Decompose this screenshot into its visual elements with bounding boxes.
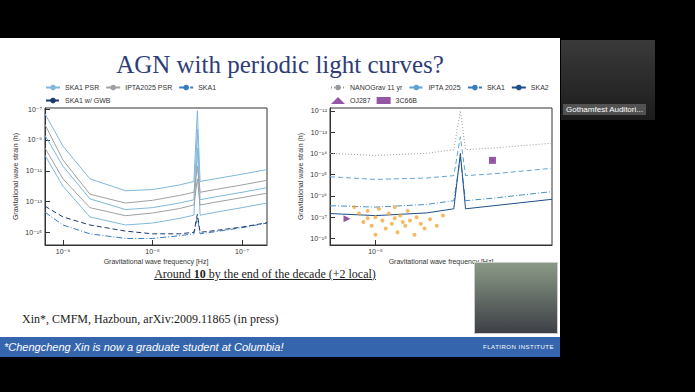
svg-text:3C66B: 3C66B	[396, 97, 418, 104]
svg-text:10⁻⁷: 10⁻⁷	[235, 248, 249, 255]
html-text:Gothamfest Auditori...: Gothamfest Auditori...	[566, 105, 643, 114]
html-text:Xin*, CMFM, Hazboun, arXiv:200: Xin*, CMFM, Hazboun, arXiv:2009.11865 (i…	[22, 312, 279, 326]
svg-text:SKA1 PSR: SKA1 PSR	[65, 84, 99, 91]
svg-text:SKA1: SKA1	[487, 84, 505, 91]
svg-text:SKA2: SKA2	[531, 84, 549, 91]
svg-text:10⁻⁷: 10⁻⁷	[28, 106, 42, 113]
svg-text:SKA1 w/ GWB: SKA1 w/ GWB	[65, 97, 111, 104]
svg-text:10⁻¹⁴: 10⁻¹⁴	[310, 150, 327, 157]
svg-text:10⁻¹³: 10⁻¹³	[26, 198, 43, 205]
svg-text:OJ287: OJ287	[350, 97, 371, 104]
svg-text:Gravitational wave frequency [: Gravitational wave frequency [Hz]	[388, 258, 494, 265]
svg-text:10⁻¹¹: 10⁻¹¹	[26, 167, 43, 174]
svg-text:10⁻⁸: 10⁻⁸	[145, 248, 159, 255]
svg-text:Gravitational wave strain (h): Gravitational wave strain (h)	[12, 133, 20, 220]
svg-text:IPTA2025 PSR: IPTA2025 PSR	[125, 84, 172, 91]
svg-text:10⁻¹⁵: 10⁻¹⁵	[310, 171, 327, 178]
svg-text:NANOGrav 11 yr: NANOGrav 11 yr	[350, 84, 403, 92]
svg-text:10⁻¹²: 10⁻¹²	[311, 107, 328, 114]
svg-text:10⁻¹⁸: 10⁻¹⁸	[310, 235, 327, 242]
svg-text:10⁻⁸: 10⁻⁸	[368, 248, 382, 255]
html-text:Around 10 by the end of the de: Around 10 by the end of the decade (+2 l…	[154, 267, 376, 281]
svg-text:Gravitational wave frequency [: Gravitational wave frequency [Hz]	[104, 258, 209, 266]
svg-text:10⁻¹³: 10⁻¹³	[311, 129, 328, 136]
svg-text:Gravitational wave strain (h): Gravitational wave strain (h)	[297, 133, 305, 220]
svg-text:SKA1: SKA1	[198, 84, 216, 91]
svg-text:10⁻⁹: 10⁻⁹	[56, 248, 70, 255]
html-text:AGN with periodic light curves: AGN with periodic light curves?	[116, 51, 444, 78]
html-text:FLATIRON INSTITUTE: FLATIRON INSTITUTE	[483, 344, 554, 350]
svg-text:10⁻¹⁵: 10⁻¹⁵	[25, 229, 42, 236]
svg-text:10⁻¹⁷: 10⁻¹⁷	[311, 214, 328, 221]
html-text:*Chengcheng Xin is now a gradu: *Chengcheng Xin is now a graduate studen…	[4, 341, 284, 353]
svg-text:10⁻⁹: 10⁻⁹	[28, 136, 42, 143]
svg-text:IPTA 2025: IPTA 2025	[428, 84, 460, 91]
svg-text:10⁻¹⁶: 10⁻¹⁶	[310, 192, 327, 199]
